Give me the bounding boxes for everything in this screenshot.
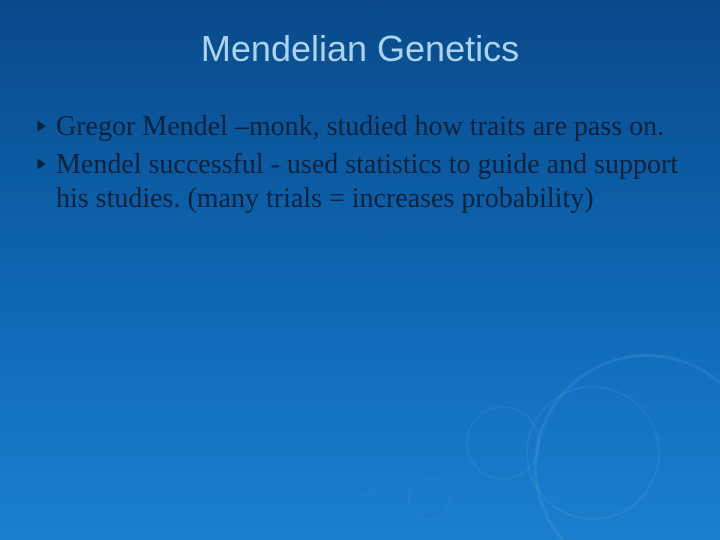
list-item: Gregor Mendel –monk, studied how traits … bbox=[36, 110, 684, 144]
bullet-text: Gregor Mendel –monk, studied how traits … bbox=[56, 110, 664, 144]
slide-title: Mendelian Genetics bbox=[0, 28, 720, 70]
chevron-right-icon bbox=[36, 157, 54, 171]
chevron-right-icon bbox=[36, 119, 54, 133]
slide-body: Gregor Mendel –monk, studied how traits … bbox=[36, 110, 684, 220]
list-item: Mendel successful - used statistics to g… bbox=[36, 148, 684, 216]
background-circle bbox=[466, 406, 540, 480]
bullet-text: Mendel successful - used statistics to g… bbox=[56, 148, 684, 216]
slide: Mendelian Genetics Gregor Mendel –monk, … bbox=[0, 0, 720, 540]
background-circle bbox=[534, 354, 720, 540]
background-circle bbox=[353, 468, 380, 495]
background-circle bbox=[526, 386, 660, 520]
background-circle bbox=[408, 478, 450, 520]
